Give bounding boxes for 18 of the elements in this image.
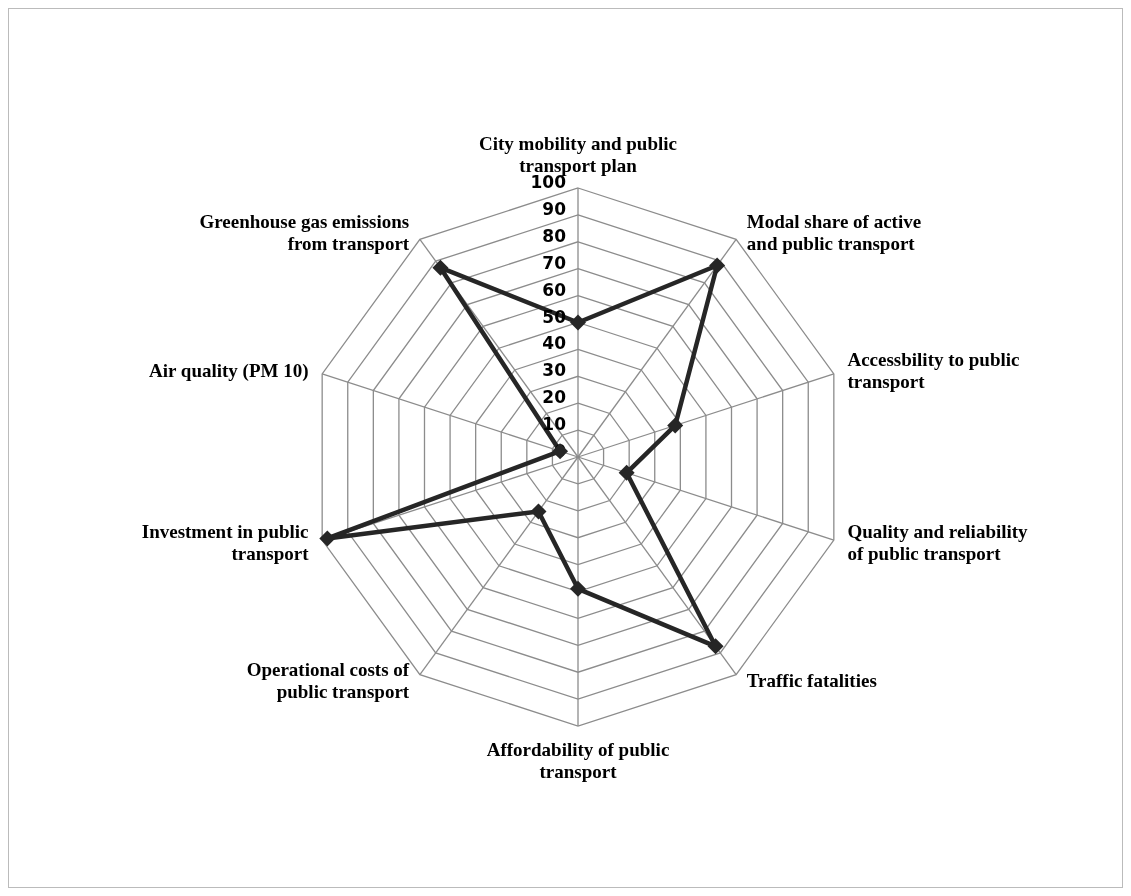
spoke-label: Accessbility to public transport <box>847 349 1020 393</box>
spoke-label: Operational costs of public transport <box>246 659 410 703</box>
y-tick-label: 10 <box>542 414 567 435</box>
spoke-label: Quality and reliability of public transport <box>847 520 1029 564</box>
spoke-label: Affordability of public transport <box>486 739 670 782</box>
y-tick-label: 40 <box>542 333 567 354</box>
spoke-label: Modal share of active and public transport <box>746 210 922 254</box>
y-tick-label: 60 <box>542 279 567 300</box>
spoke-label: Greenhouse gas emissions from transport <box>199 210 410 254</box>
y-tick-label: 90 <box>542 198 567 219</box>
y-tick-label: 70 <box>542 252 567 273</box>
y-tick-label: 20 <box>542 387 567 408</box>
spoke-label: Traffic fatalities <box>746 670 877 692</box>
y-tick-label: 30 <box>542 360 567 381</box>
spoke-label: Investment in public transport <box>141 520 310 564</box>
spoke-label: City mobility and public transport plan <box>479 133 677 176</box>
y-tick-label: 80 <box>542 225 567 246</box>
spoke-label: Air quality (PM 10) <box>148 360 309 383</box>
